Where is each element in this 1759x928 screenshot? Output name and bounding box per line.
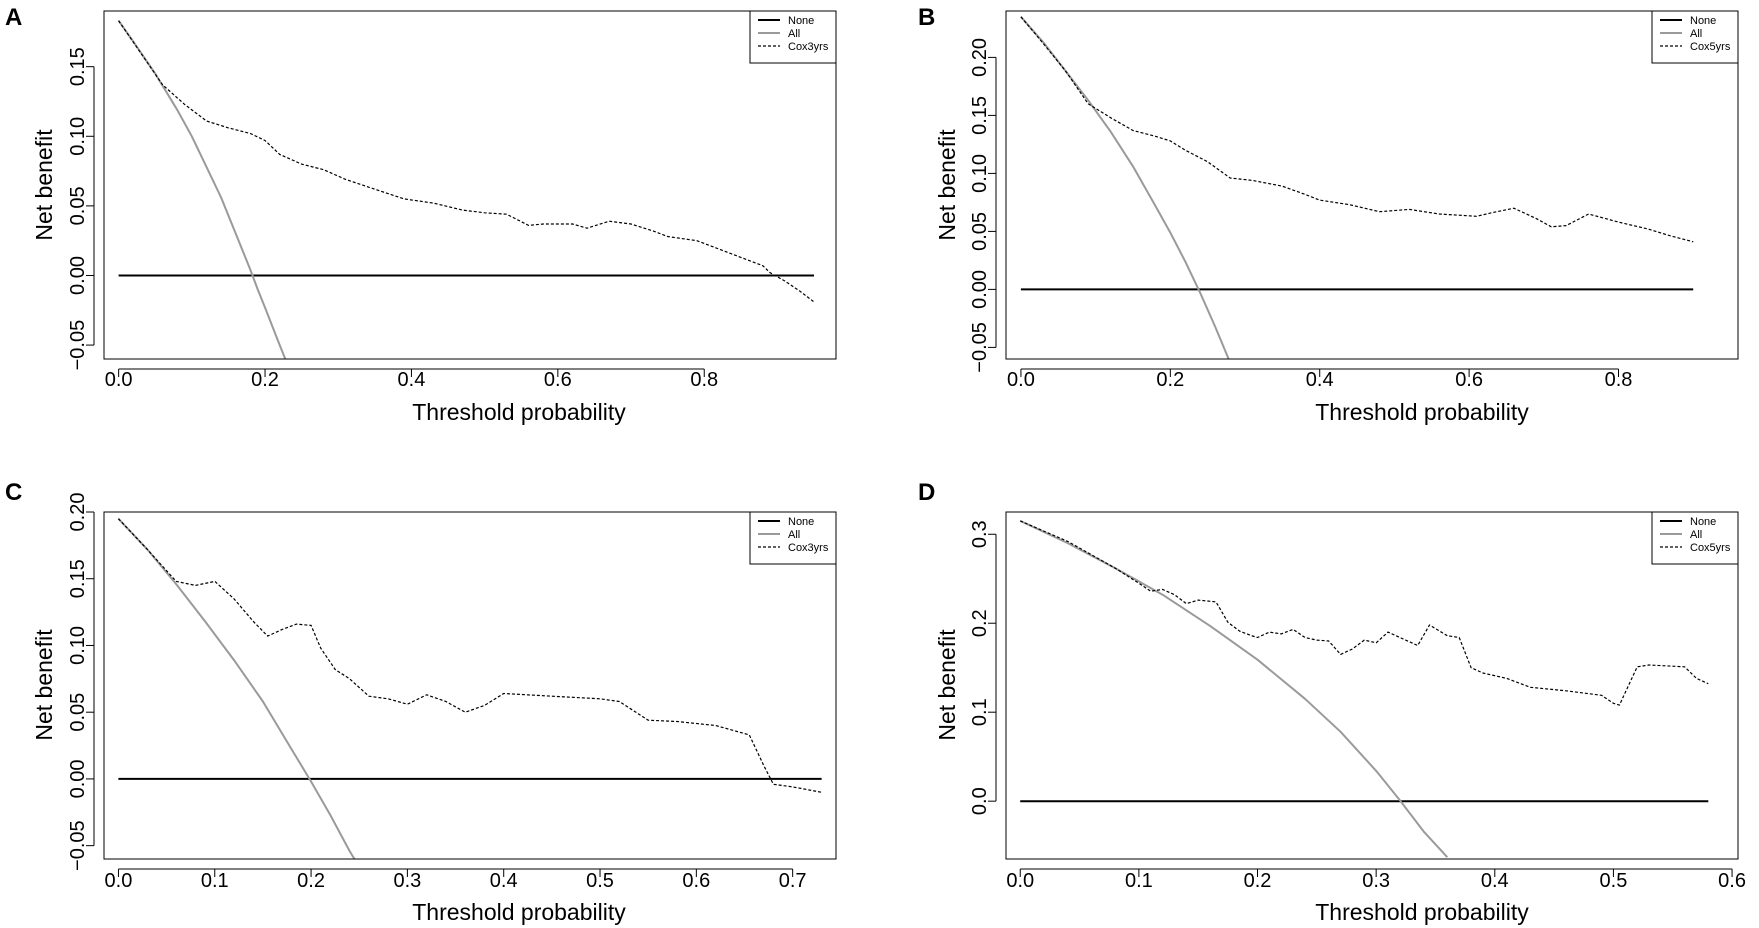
legend-label: All <box>1690 529 1702 541</box>
series-cox3yrs <box>118 20 815 303</box>
plot-area <box>117 20 815 359</box>
series-all <box>1019 519 1449 858</box>
y-tick-label: 0.2 <box>969 609 991 637</box>
plot-frame <box>1005 511 1739 860</box>
x-tick-label: 0.6 <box>1455 369 1483 391</box>
legend-label: Cox5yrs <box>1690 542 1731 554</box>
x-axis-title: Threshold probability <box>1315 899 1529 925</box>
x-tick-label: 0.2 <box>297 870 325 892</box>
legend-label: Cox3yrs <box>788 41 829 53</box>
x-tick-label: 0.4 <box>1481 870 1509 892</box>
series-cox5yrs <box>1019 520 1709 706</box>
series-all <box>117 518 356 859</box>
y-tick-label: 0.05 <box>67 693 89 732</box>
y-axis-title: Net benefit <box>934 129 960 241</box>
x-tick-label: 0.5 <box>1600 870 1628 892</box>
x-tick-label: 0.0 <box>1007 369 1035 391</box>
legend-label: None <box>1690 15 1716 27</box>
y-tick-label: 0.15 <box>969 96 991 135</box>
legend-label: None <box>788 15 814 27</box>
panel-b: B 0.0 0.2 0.4 0.6 0.8 −0.05 0.00 0.05 0.10 0.15 0.2… <box>918 4 1739 425</box>
x-tick-label: 0.3 <box>393 870 421 892</box>
series-all <box>1020 16 1230 359</box>
y-tick-label: 0.10 <box>67 117 89 156</box>
y-tick-label: 0.00 <box>67 759 89 798</box>
panel-d: D 0.0 0.1 0.2 0.3 0.4 0.5 0.6 0.0 0.1 0.2 0.3 Thresh… <box>918 479 1746 925</box>
series-all <box>117 20 287 359</box>
x-tick-label: 0.4 <box>1306 369 1334 391</box>
panel-label: A <box>5 4 22 31</box>
x-tick-label: 0.2 <box>1244 870 1272 892</box>
y-tick-label: −0.05 <box>67 320 89 371</box>
x-tick-label: 0.6 <box>682 870 710 892</box>
y-tick-label: −0.05 <box>67 820 89 871</box>
y-tick-label: 0.00 <box>969 270 991 309</box>
y-tick-label: 0.1 <box>969 698 991 726</box>
series-cox3yrs <box>117 518 822 793</box>
y-tick-label: −0.05 <box>969 322 991 373</box>
x-tick-label: 0.1 <box>201 870 229 892</box>
panel-label: D <box>918 479 935 506</box>
legend-label: All <box>1690 28 1702 40</box>
x-tick-label: 0.2 <box>1156 369 1184 391</box>
panel-a: A 0.0 0.2 0.4 0.6 0.8 −0.05 0.00 0.05 0.10 0.15 Thr… <box>5 4 837 425</box>
x-tick-label: 0.0 <box>1006 870 1034 892</box>
plot-area <box>1020 16 1694 359</box>
x-tick-label: 0.3 <box>1362 870 1390 892</box>
x-tick-label: 0.2 <box>251 369 279 391</box>
x-tick-label: 0.6 <box>544 369 572 391</box>
legend-label: None <box>1690 516 1716 528</box>
legend-label: Cox3yrs <box>788 542 829 554</box>
plot-frame <box>103 10 837 360</box>
x-tick-label: 0.4 <box>490 870 518 892</box>
x-tick-label: 0.1 <box>1125 870 1153 892</box>
x-tick-label: 0.4 <box>398 369 426 391</box>
plot-frame <box>103 511 837 860</box>
x-tick-label: 0.5 <box>586 870 614 892</box>
x-tick-label: 0.6 <box>1718 870 1746 892</box>
panel-label: C <box>5 479 22 506</box>
y-tick-label: 0.15 <box>67 559 89 598</box>
legend-label: All <box>788 28 800 40</box>
legend-label: None <box>788 516 814 528</box>
x-tick-label: 0.0 <box>105 870 133 892</box>
x-tick-label: 0.8 <box>1605 369 1633 391</box>
x-tick-label: 0.0 <box>105 369 133 391</box>
y-axis-title: Net benefit <box>934 629 960 741</box>
y-tick-label: 0.05 <box>969 212 991 251</box>
series-cox5yrs <box>1020 16 1694 243</box>
y-tick-label: 0.0 <box>969 787 991 815</box>
x-axis-title: Threshold probability <box>1315 399 1529 425</box>
legend-label: Cox5yrs <box>1690 41 1731 53</box>
x-axis-title: Threshold probability <box>412 399 626 425</box>
y-tick-label: 0.00 <box>67 256 89 295</box>
y-tick-label: 0.10 <box>67 626 89 665</box>
y-tick-label: 0.10 <box>969 154 991 193</box>
plot-frame <box>1005 10 1739 360</box>
x-tick-label: 0.8 <box>690 369 718 391</box>
y-tick-label: 0.05 <box>67 186 89 225</box>
y-tick-label: 0.20 <box>969 38 991 77</box>
x-tick-label: 0.7 <box>779 870 807 892</box>
y-axis-title: Net benefit <box>31 629 57 741</box>
y-tick-label: 0.20 <box>67 493 89 532</box>
y-axis-title: Net benefit <box>31 129 57 241</box>
x-axis-title: Threshold probability <box>412 899 626 925</box>
legend-label: All <box>788 529 800 541</box>
y-tick-label: 0.3 <box>969 520 991 548</box>
panel-c: C 0.0 0.1 0.2 0.3 0.4 0.5 0.6 0.7 −0.05 0.00 0.05 0.… <box>5 479 837 925</box>
plot-area <box>1019 519 1709 858</box>
plot-area <box>117 518 822 859</box>
panel-label: B <box>918 4 935 31</box>
y-tick-label: 0.15 <box>67 47 89 86</box>
